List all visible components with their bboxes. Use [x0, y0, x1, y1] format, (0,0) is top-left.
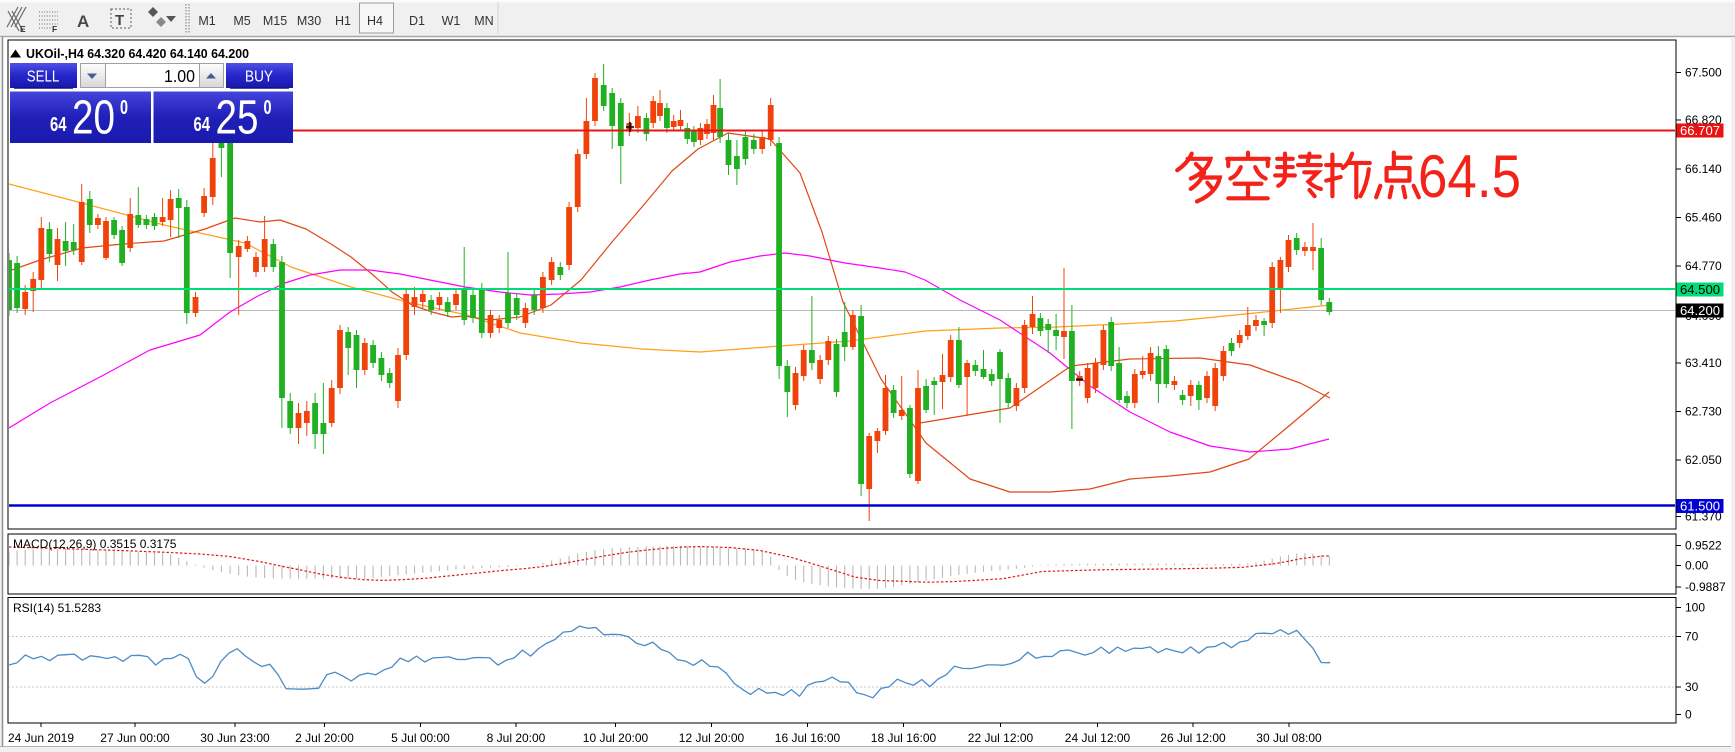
svg-text:T: T — [115, 12, 124, 29]
svg-text:27 Jun 00:00: 27 Jun 00:00 — [100, 731, 170, 745]
svg-text:0: 0 — [264, 97, 272, 119]
svg-text:62.730: 62.730 — [1685, 405, 1722, 419]
svg-text:F: F — [52, 24, 57, 34]
svg-text:22 Jul 12:00: 22 Jul 12:00 — [968, 731, 1034, 745]
svg-text:24 Jul 12:00: 24 Jul 12:00 — [1065, 731, 1131, 745]
svg-text:0: 0 — [120, 97, 128, 119]
svg-text:25: 25 — [216, 92, 259, 145]
svg-text:M15: M15 — [263, 14, 287, 28]
svg-text:0: 0 — [1685, 708, 1692, 722]
svg-text:8 Jul 20:00: 8 Jul 20:00 — [487, 731, 546, 745]
svg-text:M30: M30 — [297, 14, 321, 28]
svg-text:18 Jul 16:00: 18 Jul 16:00 — [871, 731, 937, 745]
svg-text:M5: M5 — [233, 14, 250, 28]
svg-text:20: 20 — [72, 92, 115, 145]
svg-text:H1: H1 — [335, 14, 351, 28]
svg-text:65.460: 65.460 — [1685, 211, 1722, 225]
svg-text:0.9522: 0.9522 — [1685, 539, 1722, 553]
svg-text:64.770: 64.770 — [1685, 259, 1722, 273]
svg-text:67.500: 67.500 — [1685, 66, 1722, 80]
svg-text:SELL: SELL — [27, 69, 60, 86]
svg-text:W1: W1 — [442, 14, 461, 28]
svg-text:66.140: 66.140 — [1685, 162, 1722, 176]
svg-text:M1: M1 — [198, 14, 215, 28]
svg-text:64.200: 64.200 — [1680, 304, 1720, 318]
svg-text:BUY: BUY — [245, 69, 273, 86]
svg-text:RSI(14) 51.5283: RSI(14) 51.5283 — [13, 601, 101, 615]
svg-text:10 Jul 20:00: 10 Jul 20:00 — [583, 731, 649, 745]
svg-text:MACD(12,26,9) 0.3515 0.3175: MACD(12,26,9) 0.3515 0.3175 — [13, 537, 177, 551]
svg-text:64.5: 64.5 — [1418, 143, 1521, 210]
svg-text:30: 30 — [1685, 680, 1699, 694]
svg-text:61.500: 61.500 — [1680, 500, 1720, 514]
svg-text:16 Jul 16:00: 16 Jul 16:00 — [775, 731, 841, 745]
svg-text:UKOil-,H4 64.320 64.420 64.14: UKOil-,H4 64.320 64.420 64.140 64.200 — [26, 46, 249, 61]
svg-text:63.410: 63.410 — [1685, 356, 1722, 370]
svg-text:70: 70 — [1685, 630, 1699, 644]
svg-text:1.00: 1.00 — [164, 66, 195, 86]
svg-text:MN: MN — [474, 14, 493, 28]
svg-text:A: A — [77, 12, 89, 31]
svg-text:64: 64 — [194, 114, 211, 136]
svg-text:30 Jun 23:00: 30 Jun 23:00 — [200, 731, 270, 745]
svg-text:H4: H4 — [367, 14, 383, 28]
svg-text:E: E — [20, 24, 26, 34]
svg-text:66.707: 66.707 — [1680, 124, 1720, 138]
svg-text:12 Jul 20:00: 12 Jul 20:00 — [679, 731, 745, 745]
svg-text:24 Jun 2019: 24 Jun 2019 — [8, 731, 74, 745]
svg-text:26 Jul 12:00: 26 Jul 12:00 — [1160, 731, 1226, 745]
svg-text:0.00: 0.00 — [1685, 559, 1709, 573]
svg-text:5 Jul 00:00: 5 Jul 00:00 — [391, 731, 450, 745]
svg-text:64: 64 — [50, 114, 67, 136]
svg-text:100: 100 — [1685, 601, 1705, 615]
svg-text:D1: D1 — [409, 14, 425, 28]
svg-text:64.500: 64.500 — [1680, 283, 1720, 297]
svg-text:62.050: 62.050 — [1685, 453, 1722, 467]
svg-text:30 Jul 08:00: 30 Jul 08:00 — [1256, 731, 1322, 745]
svg-text:2 Jul 20:00: 2 Jul 20:00 — [295, 731, 354, 745]
svg-text:-0.9887: -0.9887 — [1685, 580, 1726, 594]
